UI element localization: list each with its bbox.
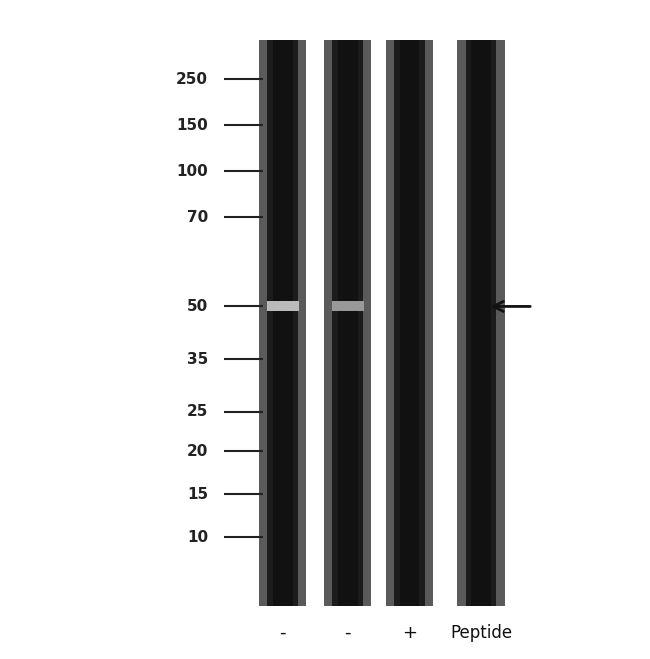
Text: Peptide: Peptide — [450, 623, 512, 642]
Text: -: - — [280, 623, 286, 642]
Bar — [324, 40, 372, 606]
Bar — [471, 40, 491, 606]
Text: 10: 10 — [187, 530, 208, 544]
Text: 20: 20 — [187, 444, 208, 459]
Bar — [332, 301, 364, 311]
Text: 150: 150 — [176, 118, 208, 132]
Bar — [267, 40, 298, 606]
Bar — [400, 40, 419, 606]
Text: 70: 70 — [187, 210, 208, 225]
Bar — [394, 40, 425, 606]
Bar — [273, 40, 292, 606]
Text: 100: 100 — [176, 164, 208, 179]
Bar — [338, 40, 358, 606]
Text: 15: 15 — [187, 487, 208, 501]
Bar — [266, 301, 299, 311]
Text: 50: 50 — [187, 299, 208, 314]
Text: +: + — [402, 623, 417, 642]
Text: -: - — [344, 623, 351, 642]
Bar — [458, 40, 505, 606]
Text: 25: 25 — [187, 405, 208, 419]
Bar — [465, 40, 497, 606]
Text: 250: 250 — [176, 72, 208, 86]
Text: 35: 35 — [187, 352, 208, 366]
Bar — [386, 40, 433, 606]
Bar — [259, 40, 307, 606]
Bar — [333, 40, 363, 606]
